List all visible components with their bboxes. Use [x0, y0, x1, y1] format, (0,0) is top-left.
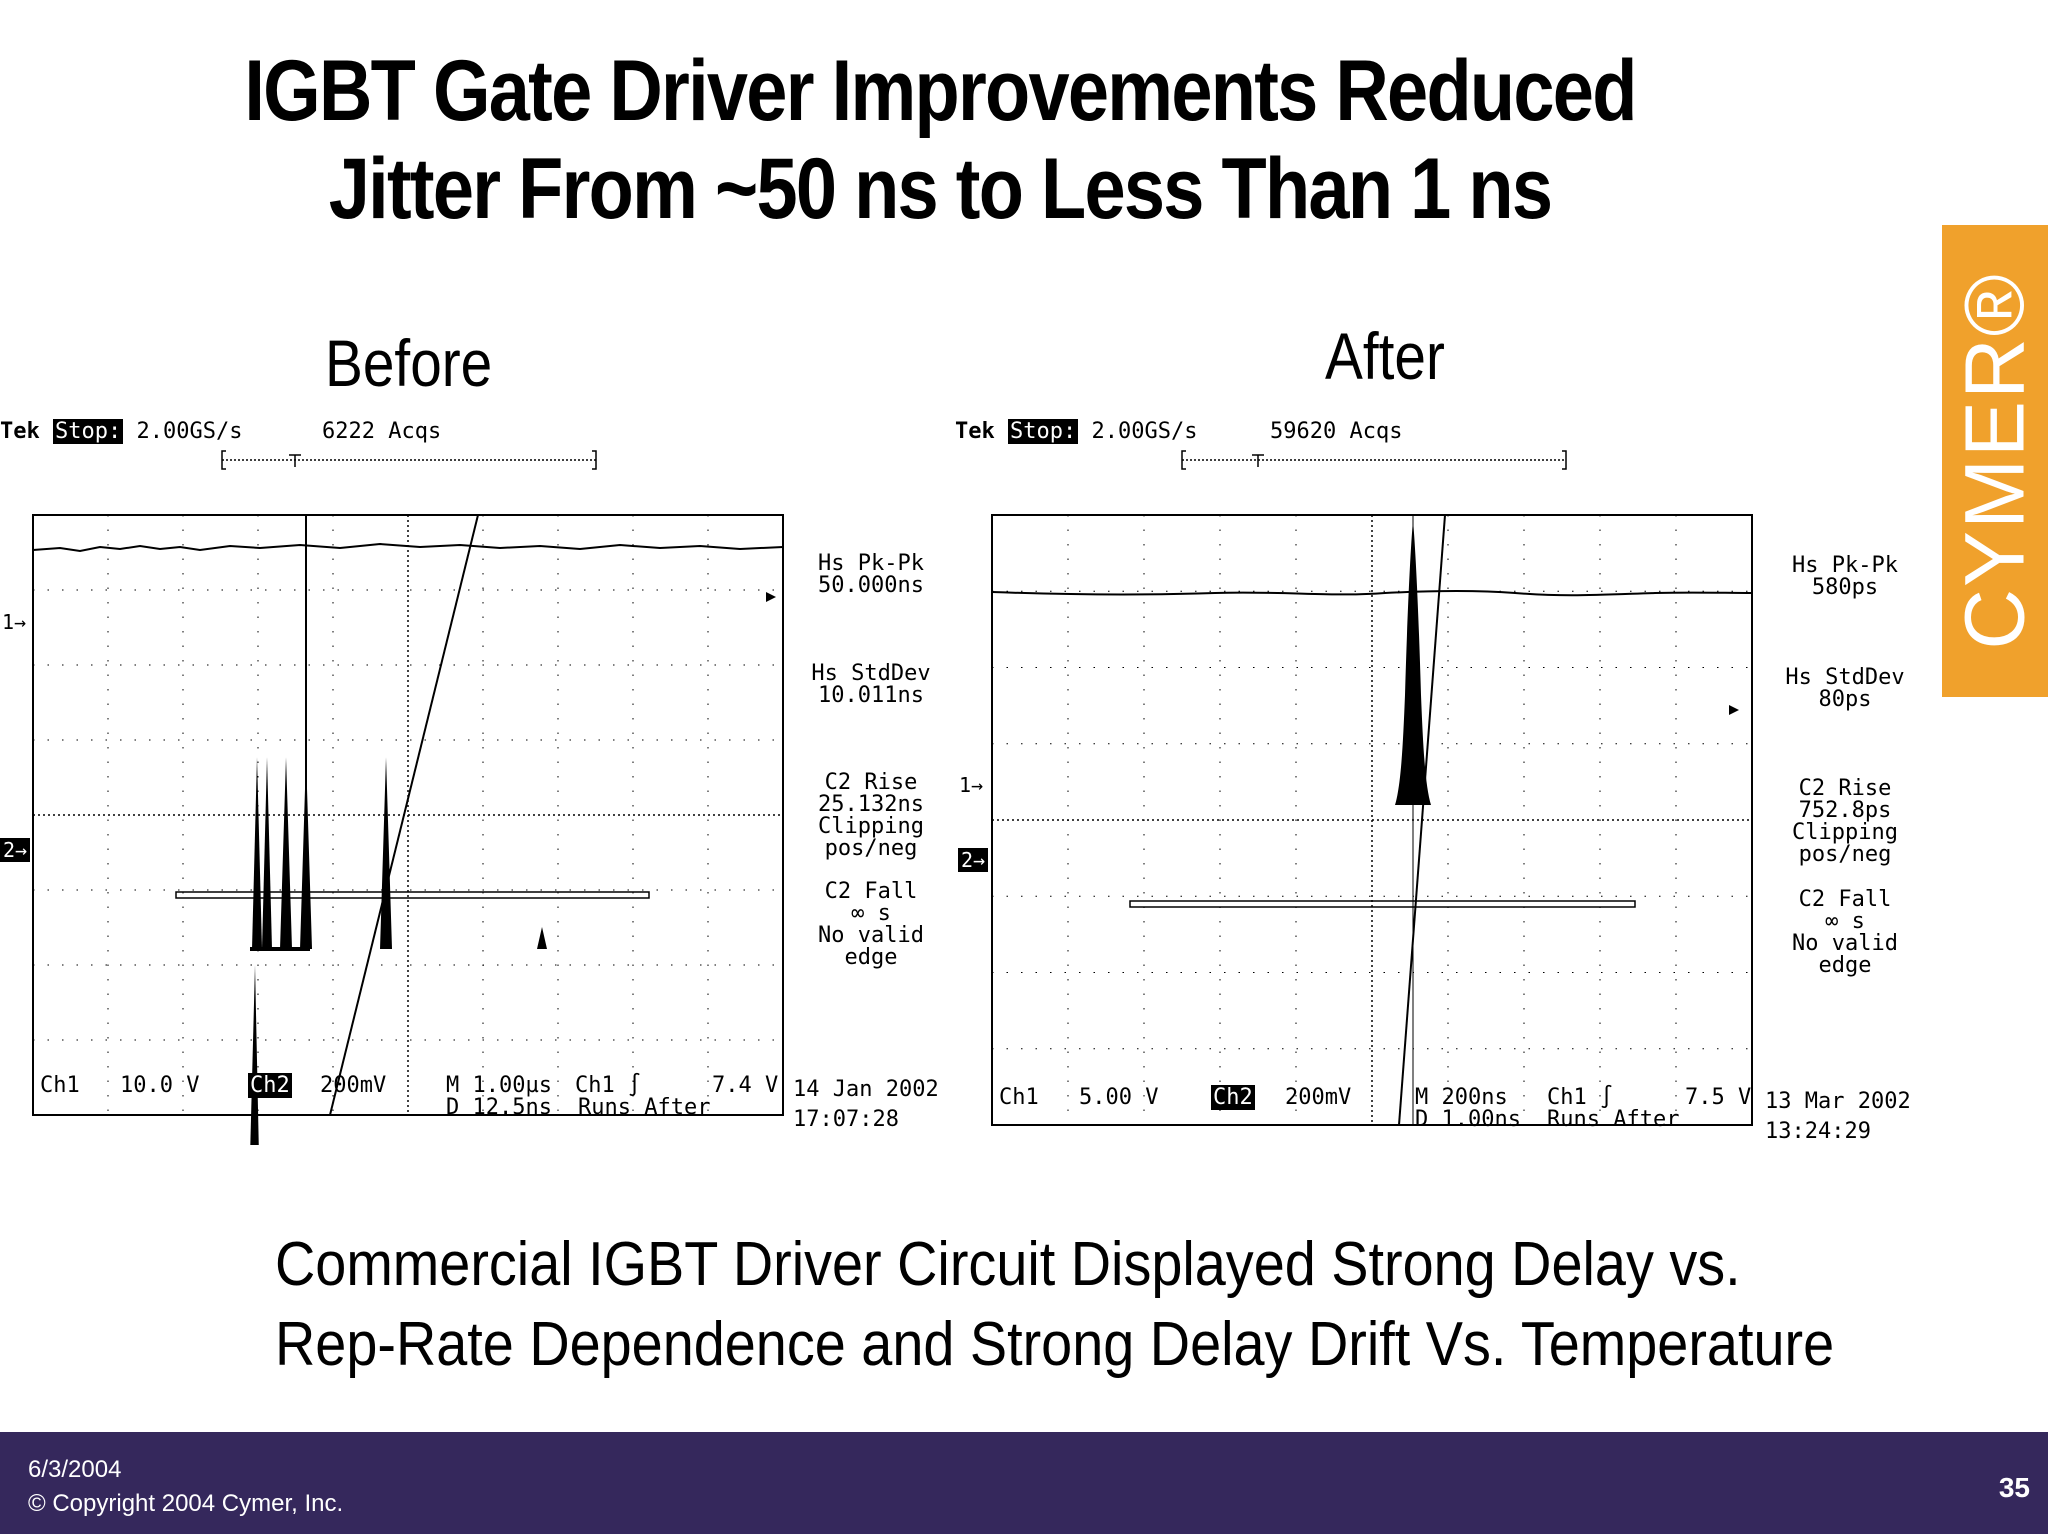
- after-grid-lines: [992, 515, 1752, 1125]
- before-histogram: [250, 757, 547, 1145]
- before-ch1-scale: 10.0 V: [120, 1073, 200, 1098]
- after-time: 13:24:29: [1765, 1119, 1871, 1144]
- after-ch1-scale: 5.00 V: [1079, 1085, 1159, 1110]
- after-ch2-scale: 200mV: [1285, 1085, 1352, 1110]
- before-trigger-bracket: [221, 450, 597, 470]
- slide-title-line1: IGBT Gate Driver Improvements Reduced: [244, 43, 1637, 139]
- before-meas-pkpk: Hs Pk-Pk 50.000ns: [818, 551, 924, 598]
- before-scope: Tek Stop: 2.00GS/s 6222 Acqs: [0, 405, 980, 1145]
- before-time: 17:07:28: [793, 1107, 899, 1132]
- before-ch1-label: Ch1: [40, 1073, 80, 1098]
- before-timebase: M 1.00µs: [446, 1073, 552, 1098]
- before-meas-fall: C2 Fall ∞ s No valid edge: [818, 879, 924, 970]
- before-meas-rise: C2 Rise 25.132ns Clipping pos/neg: [818, 770, 924, 861]
- before-delay: D 12.5ns: [446, 1095, 552, 1120]
- before-label: Before: [325, 326, 493, 400]
- before-ch2-scale: 200mV: [320, 1073, 387, 1098]
- after-ch2-marker: 2→: [958, 848, 989, 872]
- before-waveform-display: [32, 450, 784, 1145]
- before-tek: Tek: [0, 419, 40, 444]
- after-histogram-window: [1129, 900, 1636, 908]
- before-ch2-label: Ch2: [248, 1073, 292, 1098]
- before-trigger: Ch1 ∫: [575, 1073, 642, 1098]
- after-ch1-label: Ch1: [999, 1085, 1039, 1110]
- footer-bar: 6/3/2004 © Copyright 2004 Cymer, Inc. 35: [0, 1432, 2048, 1534]
- after-ch1-marker: 1→: [959, 773, 984, 797]
- caption: Commercial IGBT Driver Circuit Displayed…: [275, 1225, 1834, 1385]
- after-waveform-display: [991, 450, 1753, 1126]
- footer-date: 6/3/2004: [28, 1456, 122, 1483]
- slide-title-line2: Jitter From ~50 ns to Less Than 1 ns: [328, 141, 1553, 237]
- after-ch2-edge: [1398, 514, 1446, 1126]
- caption-line2: Rep-Rate Dependence and Strong Delay Dri…: [275, 1310, 1835, 1379]
- after-meas-fall: C2 Fall ∞ s No valid edge: [1792, 887, 1898, 978]
- before-ch2-edge: [329, 514, 479, 1116]
- before-ch2-marker: 2→: [0, 838, 31, 862]
- after-runs: Runs After: [1547, 1107, 1680, 1132]
- after-trigger: Ch1 ∫: [1547, 1085, 1614, 1110]
- after-delay: D 1.00ns: [1415, 1107, 1521, 1132]
- after-meas-stddev: Hs StdDev 80ps: [1785, 665, 1905, 712]
- before-ch1-trace: [32, 542, 784, 553]
- before-ch1-marker: 1→: [2, 610, 27, 634]
- after-rate: 2.00GS/s: [1091, 419, 1198, 444]
- before-date: 14 Jan 2002: [793, 1077, 939, 1102]
- before-acqs: 6222 Acqs: [322, 419, 442, 444]
- after-timebase: M 200ns: [1415, 1085, 1508, 1110]
- caption-line1: Commercial IGBT Driver Circuit Displayed…: [275, 1230, 1741, 1299]
- after-trigger-bracket: [1181, 450, 1567, 470]
- after-header: Tek Stop: 2.00GS/s: [955, 419, 1197, 444]
- after-meas-pkpk: Hs Pk-Pk 580ps: [1792, 553, 1898, 600]
- after-tek: Tek: [955, 419, 995, 444]
- before-header: Tek Stop: 2.00GS/s: [0, 419, 242, 444]
- footer-copyright: © Copyright 2004 Cymer, Inc.: [28, 1490, 344, 1517]
- after-meas-rise: C2 Rise 752.8ps Clipping pos/neg: [1792, 776, 1898, 867]
- after-trig-level: 7.5 V: [1685, 1085, 1752, 1110]
- before-histogram-window: [175, 891, 650, 899]
- cymer-logo-text: CYMER®: [1947, 272, 2042, 650]
- before-stop-badge: Stop:: [53, 419, 124, 444]
- after-acqs: 59620 Acqs: [1270, 419, 1403, 444]
- after-level-arrow: [1729, 705, 1739, 715]
- after-scope: Tek Stop: 2.00GS/s 59620 Acqs 1→ 2→ Hs P…: [955, 405, 1935, 1145]
- before-meas-stddev: Hs StdDev 10.011ns: [811, 661, 931, 708]
- after-ch2-label: Ch2: [1211, 1085, 1255, 1110]
- page-number: 35: [1998, 1472, 2030, 1503]
- before-level-arrow: [766, 592, 776, 602]
- cymer-logo: CYMER®: [1942, 225, 2048, 697]
- after-label: After: [1325, 319, 1445, 393]
- before-grid-lines: [33, 515, 783, 1115]
- before-trig-level: 7.4 V: [712, 1073, 779, 1098]
- before-rate: 2.00GS/s: [136, 419, 243, 444]
- after-stop-badge: Stop:: [1008, 419, 1079, 444]
- after-date: 13 Mar 2002: [1765, 1089, 1911, 1114]
- before-runs: Runs After: [578, 1095, 711, 1120]
